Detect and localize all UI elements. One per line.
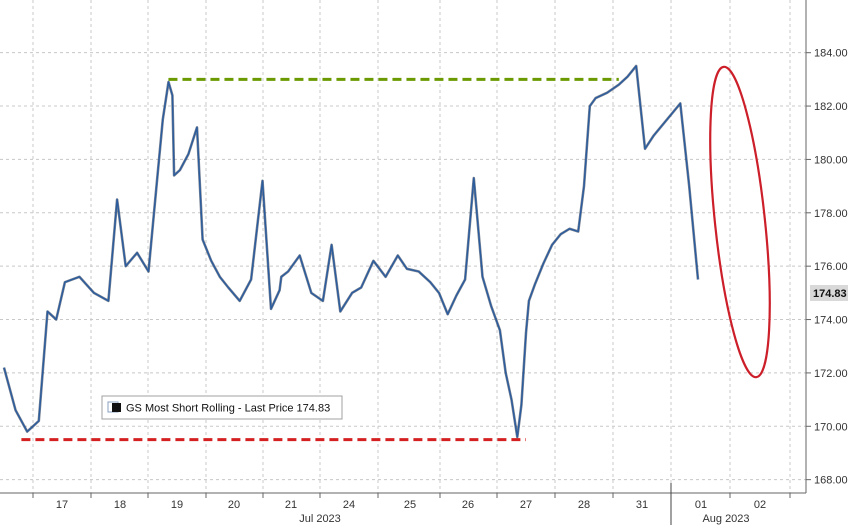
- x-tick-label: 24: [343, 499, 355, 511]
- x-tick-label: 18: [114, 499, 126, 511]
- y-tick-label: 170.00: [814, 421, 848, 433]
- y-tick-label: 180.00: [814, 154, 848, 166]
- series-layer: [2, 64, 700, 439]
- x-month-label: Aug 2023: [702, 513, 749, 525]
- y-tick-label: 178.00: [814, 208, 848, 220]
- chart-annotations: [21, 65, 771, 442]
- x-tick-label: 21: [285, 499, 297, 511]
- x-tick-label: 02: [754, 499, 766, 511]
- x-tick-label: 17: [56, 499, 68, 511]
- y-axis: 168.00 170.00 172.00 174.00 176.00 178.00 180.…: [805, 0, 848, 493]
- last-price-tag: 174.83: [810, 285, 848, 301]
- legend-box: [101, 395, 343, 420]
- legend-label: GS Most Short Rolling - Last Price 174.8…: [126, 403, 330, 415]
- highlight-ellipse: [709, 65, 771, 379]
- x-tick-label: 27: [520, 499, 532, 511]
- last-price-tag-label: 174.83: [813, 288, 847, 300]
- y-tick-label: 172.00: [814, 368, 848, 380]
- series-line-highlight: [3, 65, 699, 438]
- x-month-label: Jul 2023: [299, 513, 341, 525]
- x-tick-label: 01: [695, 499, 707, 511]
- x-axis: 17 18 19 20 21 24 25 26 27 28 31 01 02 Jul 2023 Aug 20…: [0, 483, 806, 525]
- y-tick-label: 182.00: [814, 101, 848, 113]
- chart-grid: [0, 0, 806, 493]
- x-tick-label: 25: [404, 499, 416, 511]
- x-tick-label: 28: [578, 499, 590, 511]
- x-tick-label: 31: [636, 499, 648, 511]
- y-tick-label: 168.00: [814, 475, 848, 487]
- y-tick-label: 184.00: [814, 48, 848, 60]
- x-tick-label: 19: [171, 499, 183, 511]
- last-price-tag-bg: [810, 285, 848, 301]
- y-tick-label: 176.00: [814, 261, 848, 273]
- x-tick-label: 20: [228, 499, 240, 511]
- series-line: [2, 64, 700, 439]
- x-tick-label: 26: [462, 499, 474, 511]
- legend-swatch: [112, 403, 121, 412]
- y-tick-label: 174.00: [814, 315, 848, 327]
- chart-legend: GS Most Short Rolling - Last Price 174.8…: [101, 395, 343, 420]
